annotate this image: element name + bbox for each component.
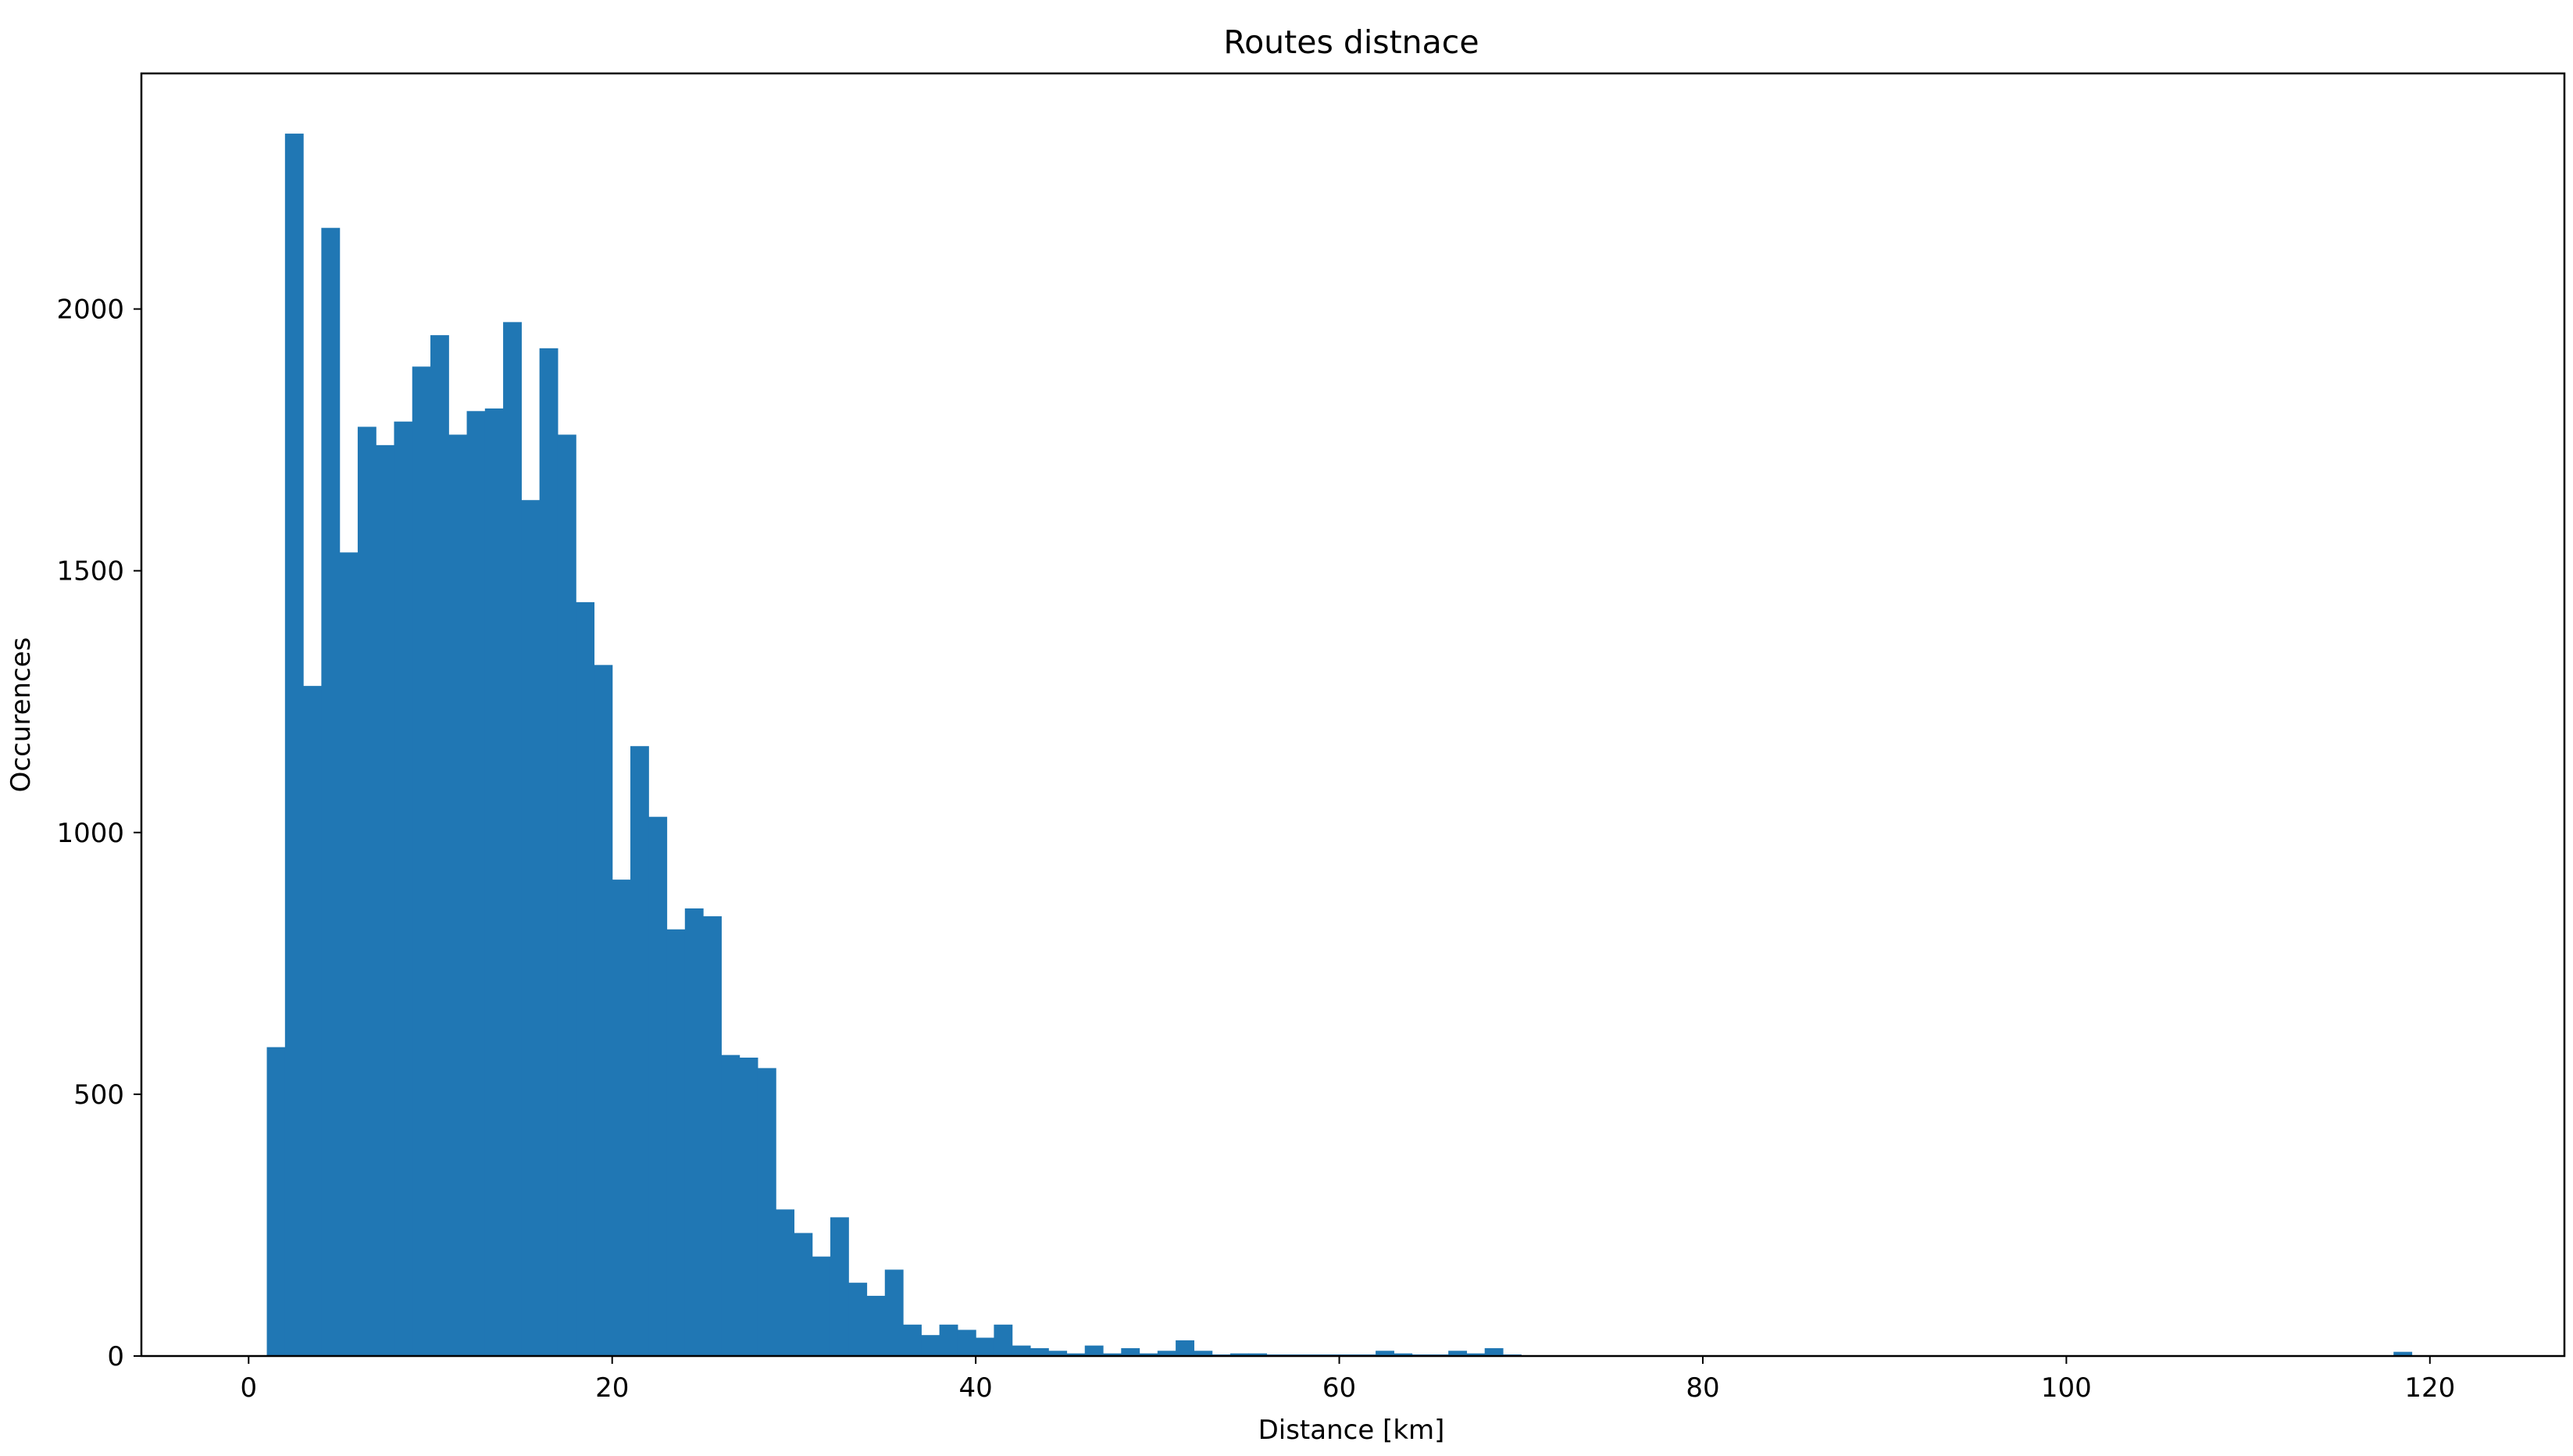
x-tick-label: 20 bbox=[595, 1372, 629, 1404]
histogram-bar bbox=[1376, 1351, 1394, 1356]
histogram-bar bbox=[1012, 1345, 1031, 1356]
x-tick-label: 80 bbox=[1686, 1372, 1719, 1404]
histogram-bar bbox=[1448, 1351, 1468, 1356]
x-axis-label: Distance [km] bbox=[1258, 1415, 1445, 1446]
histogram-bar bbox=[866, 1295, 886, 1356]
x-tick-label: 60 bbox=[1322, 1372, 1356, 1404]
histogram-bar bbox=[884, 1269, 904, 1356]
y-tick-label: 1000 bbox=[56, 818, 124, 849]
y-tick-label: 2000 bbox=[56, 294, 124, 326]
histogram-bar bbox=[394, 421, 413, 1356]
histogram-bar bbox=[721, 1055, 740, 1356]
histogram-bar bbox=[757, 1068, 776, 1356]
histogram-bar bbox=[376, 444, 395, 1356]
y-tick-label: 1500 bbox=[56, 556, 124, 587]
histogram-bar bbox=[321, 227, 341, 1356]
histogram-bar bbox=[357, 426, 376, 1357]
histogram-bar bbox=[921, 1335, 940, 1356]
histogram-bar bbox=[448, 434, 468, 1356]
histogram-bar bbox=[1157, 1351, 1176, 1356]
histogram-bar bbox=[576, 601, 595, 1356]
x-tick-label: 40 bbox=[958, 1372, 992, 1404]
histogram-bar bbox=[1394, 1353, 1413, 1356]
histogram-bar bbox=[1066, 1353, 1086, 1356]
histogram-bar bbox=[612, 880, 631, 1356]
x-axis-ticks: 0 20 40 60 80 100 120 bbox=[240, 1356, 2455, 1404]
histogram-bar bbox=[1030, 1347, 1049, 1356]
y-tick-label: 0 bbox=[107, 1341, 124, 1372]
histogram-bar bbox=[630, 746, 649, 1356]
histogram-bar bbox=[648, 816, 668, 1356]
histogram-bar bbox=[557, 434, 576, 1356]
histogram-bar bbox=[594, 665, 613, 1356]
histogram-bars bbox=[266, 134, 2413, 1357]
histogram-bar bbox=[339, 552, 359, 1356]
histogram-bar bbox=[466, 411, 486, 1356]
histogram-bar bbox=[776, 1209, 795, 1356]
histogram-bar bbox=[303, 686, 322, 1356]
histogram-bar bbox=[830, 1217, 849, 1356]
y-axis-ticks: 0 500 1000 1500 2000 bbox=[56, 294, 141, 1372]
histogram-bar bbox=[1194, 1351, 1213, 1356]
histogram-bar bbox=[739, 1057, 758, 1356]
histogram-bar bbox=[994, 1324, 1013, 1356]
histogram-bar bbox=[794, 1233, 813, 1356]
histogram-bar bbox=[430, 335, 449, 1356]
histogram-bar bbox=[1048, 1351, 1068, 1356]
histogram-bar bbox=[976, 1337, 995, 1356]
histogram-bar bbox=[1103, 1353, 1122, 1356]
histogram-bar bbox=[812, 1256, 831, 1356]
histogram-bar bbox=[2393, 1351, 2413, 1356]
x-tick-label: 120 bbox=[2404, 1372, 2455, 1404]
histogram-bar bbox=[1139, 1353, 1158, 1356]
histogram-bar bbox=[703, 916, 722, 1356]
histogram-bar bbox=[903, 1324, 922, 1356]
histogram-bar bbox=[1121, 1347, 1140, 1356]
histogram-bar bbox=[1248, 1353, 1268, 1356]
y-tick-label: 500 bbox=[73, 1080, 124, 1111]
histogram-bar bbox=[284, 134, 304, 1356]
histogram-bar bbox=[1466, 1353, 1486, 1356]
histogram-bar bbox=[266, 1047, 286, 1356]
histogram-bar bbox=[684, 908, 704, 1356]
histogram-bar bbox=[1484, 1347, 1504, 1356]
histogram-bar bbox=[521, 500, 541, 1356]
x-tick-label: 100 bbox=[2041, 1372, 2092, 1404]
histogram-bar bbox=[412, 366, 431, 1356]
y-axis-label: Occurences bbox=[5, 637, 37, 793]
chart-title: Routes distnace bbox=[1223, 23, 1479, 61]
histogram-bar bbox=[939, 1324, 958, 1356]
histogram-bar bbox=[1084, 1345, 1104, 1356]
histogram-bar bbox=[1176, 1340, 1194, 1356]
plot-area-frame bbox=[140, 72, 2566, 1358]
histogram-bar bbox=[957, 1329, 976, 1356]
histogram-bar bbox=[539, 348, 558, 1356]
histogram-bar bbox=[1229, 1353, 1249, 1356]
histogram-bar bbox=[503, 322, 522, 1356]
histogram-bar bbox=[848, 1283, 868, 1356]
histogram-bar bbox=[666, 929, 686, 1356]
x-tick-label: 0 bbox=[240, 1372, 257, 1404]
histogram-bar bbox=[484, 408, 504, 1356]
